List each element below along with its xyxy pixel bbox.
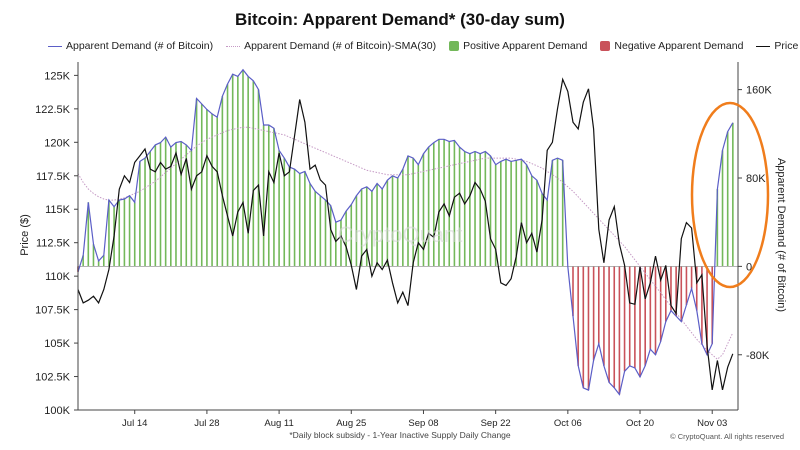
y-left-tick-label: 115K	[45, 204, 71, 216]
y-axis-right-label: Apparent Demand (# of Bitcoin)	[775, 158, 787, 312]
y-left-tick-label: 112.5K	[36, 238, 71, 250]
legend-item-sma30[interactable]: Apparent Demand (# of Bitcoin)-SMA(30)	[226, 40, 436, 52]
y-left-tick-label: 105K	[44, 338, 70, 350]
legend-item-negative-demand[interactable]: Negative Apparent Demand	[600, 40, 743, 52]
y-right-tick-label: 0	[746, 261, 752, 273]
x-tick-label: Oct 20	[626, 418, 654, 429]
legend-label: Apparent Demand (# of Bitcoin)	[66, 40, 214, 52]
x-tick-label: Nov 03	[697, 418, 727, 429]
sma30-line	[77, 126, 734, 360]
y-left-tick-label: 117.5K	[36, 171, 71, 183]
y-left-tick-label: 125K	[44, 70, 70, 82]
legend-label: Apparent Demand (# of Bitcoin)-SMA(30)	[244, 40, 437, 52]
y-left-tick-label: 102.5K	[35, 372, 71, 384]
chart-axes: 100K 102.5K 105K 107.5K 110K 112.5K 115K 117.5K…	[35, 62, 772, 429]
chart-lines	[77, 68, 734, 396]
footnote: *Daily block subsidy - 1-Year Inactive S…	[289, 430, 511, 440]
copyright: © CryptoQuant. All rights reserved	[670, 432, 784, 441]
chart-title: Bitcoin: Apparent Demand* (30-day sum)	[235, 10, 565, 29]
x-tick-label: Sep 08	[408, 418, 438, 429]
x-tick-label: Aug 25	[336, 418, 366, 429]
apparent-demand-line	[77, 68, 734, 396]
legend-black-swatch	[756, 45, 771, 47]
legend-item-positive-demand[interactable]: Positive Apparent Demand	[449, 40, 587, 52]
y-right-tick-label: 80K	[746, 173, 766, 185]
legend-label: Price	[774, 40, 799, 52]
legend-item-price[interactable]: Price	[756, 40, 798, 52]
legend-green-swatch	[449, 41, 460, 51]
price-line	[77, 77, 734, 391]
highlight-ellipse	[690, 101, 770, 289]
legend-item-apparent-demand[interactable]: Apparent Demand (# of Bitcoin)	[48, 40, 213, 52]
legend-label: Positive Apparent Demand	[463, 40, 588, 52]
legend-line-swatch	[48, 45, 62, 47]
x-tick-label: Oct 06	[554, 418, 582, 429]
y-right-tick-label: -80K	[746, 350, 770, 362]
legend-red-swatch	[600, 41, 611, 51]
legend-dotted-swatch	[226, 45, 241, 47]
legend-label: Negative Apparent Demand	[614, 40, 744, 52]
y-left-tick-label: 110K	[45, 271, 71, 283]
demand-bars	[77, 69, 738, 395]
watermark: CryptoQuant	[338, 222, 463, 247]
x-tick-label: Jul 28	[194, 418, 219, 429]
legend: Apparent Demand (# of Bitcoin) Apparent …	[48, 38, 800, 54]
x-tick-label: Jul 14	[122, 418, 147, 429]
y-left-tick-label: 120K	[44, 137, 70, 149]
y-left-tick-label: 100K	[44, 405, 70, 417]
y-right-tick-label: 160K	[746, 85, 772, 97]
x-tick-label: Sep 22	[481, 418, 511, 429]
x-tick-label: Aug 11	[264, 418, 293, 429]
chart-plot-area: 100K 102.5K 105K 107.5K 110K 112.5K 115K 117.5K…	[19, 62, 787, 429]
y-left-tick-label: 122.5K	[35, 104, 71, 116]
y-left-tick-label: 107.5K	[35, 305, 71, 317]
y-axis-left-label: Price ($)	[19, 214, 31, 256]
